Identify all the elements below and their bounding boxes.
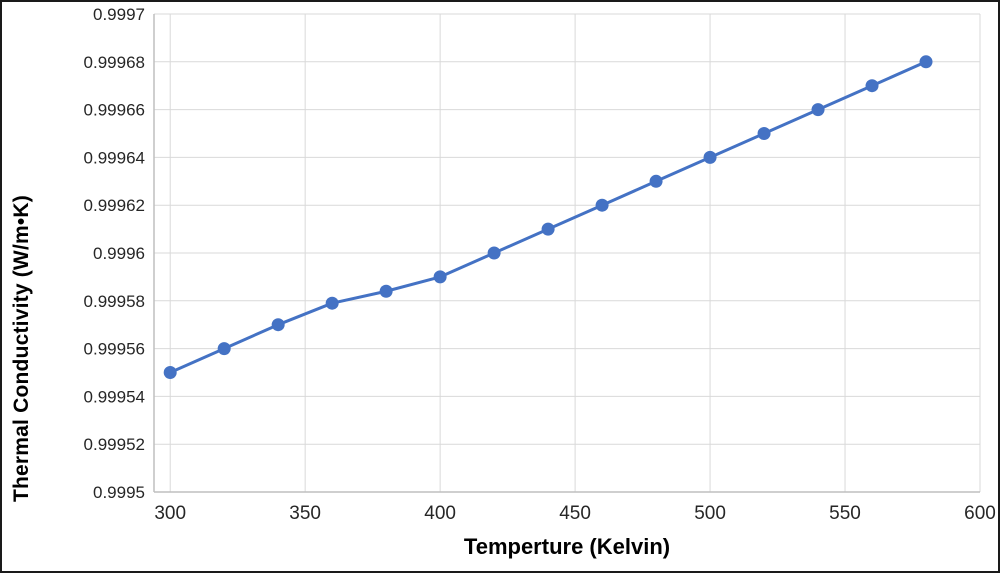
data-point-marker — [541, 222, 555, 236]
x-axis-title: Temperture (Kelvin) — [463, 534, 671, 559]
y-tick-label: 0.99962 — [84, 196, 145, 215]
data-point-marker — [325, 296, 339, 310]
y-tick-label: 0.99958 — [84, 292, 145, 311]
y-tick-label: 0.99966 — [84, 101, 145, 120]
data-point-marker — [649, 174, 663, 188]
x-tick-label: 450 — [559, 503, 591, 524]
data-point-marker — [595, 198, 609, 212]
y-tick-label: 0.9995 — [93, 483, 145, 502]
x-tick-label: 400 — [424, 503, 456, 524]
y-tick-label: 0.99964 — [84, 148, 145, 167]
data-point-marker — [163, 366, 177, 379]
data-point-marker — [433, 270, 447, 284]
data-point-marker — [271, 318, 285, 332]
data-point-marker — [487, 246, 501, 260]
data-point-marker — [379, 284, 393, 298]
x-tick-label: 300 — [154, 503, 186, 524]
y-tick-label: 0.99952 — [84, 435, 145, 454]
x-tick-label: 600 — [964, 503, 996, 524]
y-tick-label: 0.9996 — [93, 244, 145, 263]
data-point-marker — [865, 79, 879, 93]
y-tick-label: 0.9997 — [93, 5, 145, 24]
x-tick-label: 350 — [289, 503, 321, 524]
data-point-marker — [811, 103, 825, 117]
data-point-marker — [757, 127, 771, 140]
data-point-marker — [919, 55, 933, 69]
y-axis-title: Thermal Conductivity (W/m•K) — [10, 195, 33, 502]
x-tick-label: 550 — [829, 503, 861, 524]
x-tick-label: 500 — [694, 503, 726, 524]
data-point-marker — [217, 342, 231, 356]
y-tick-label: 0.99956 — [84, 340, 145, 359]
y-tick-label: 0.99954 — [84, 387, 145, 406]
y-tick-label: 0.99968 — [84, 53, 145, 72]
data-point-marker — [703, 150, 717, 164]
